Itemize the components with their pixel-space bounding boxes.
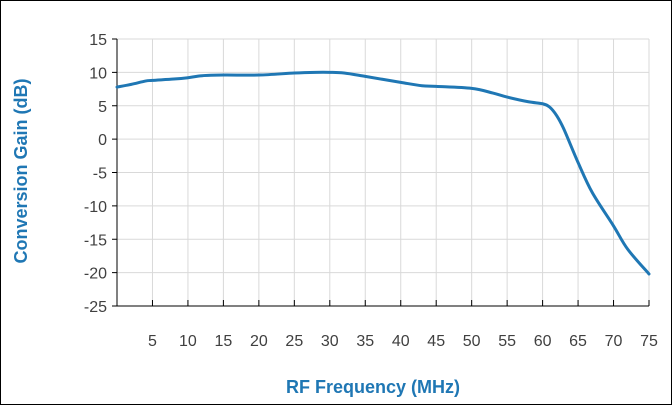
y-tick-label: -15 (84, 232, 107, 249)
x-tick-label: 55 (498, 333, 516, 350)
x-tick-label: 60 (534, 333, 552, 350)
x-tick-label: 10 (179, 333, 197, 350)
x-tick-label: 40 (392, 333, 410, 350)
y-tick-label: 5 (98, 99, 107, 116)
x-tick-label: 70 (605, 333, 623, 350)
y-tick-label: -5 (93, 166, 107, 183)
y-tick-label: -10 (84, 199, 107, 216)
x-tick-label: 5 (148, 333, 157, 350)
axes (112, 38, 650, 307)
x-axis-title: RF Frequency (MHz) (286, 377, 460, 397)
x-tick-label: 30 (321, 333, 339, 350)
x-tick-label: 20 (250, 333, 268, 350)
x-tick-labels: 5 10 15 20 25 30 35 40 45 50 55 60 65 70 75 (148, 333, 658, 350)
x-tick-label: 35 (356, 333, 374, 350)
y-tick-label: -20 (84, 266, 107, 283)
conversion-gain-line (115, 70, 651, 276)
x-tick-label: 75 (640, 333, 658, 350)
x-tick-label: 25 (285, 333, 303, 350)
y-tick-labels: 15 10 5 0 -5 -10 -15 -20 -25 (84, 32, 107, 316)
gridlines (117, 38, 650, 306)
y-tick-label: 15 (89, 32, 107, 49)
y-tick-label: 0 (98, 132, 107, 149)
y-tick-label: 10 (89, 65, 107, 82)
x-tick-label: 15 (215, 333, 233, 350)
x-tick-label: 65 (569, 333, 587, 350)
y-tick-label: -25 (84, 299, 107, 316)
x-tick-label: 45 (427, 333, 445, 350)
x-tick-label: 50 (463, 333, 481, 350)
y-axis-title: Conversion Gain (dB) (11, 78, 31, 263)
series-layer (115, 70, 651, 276)
